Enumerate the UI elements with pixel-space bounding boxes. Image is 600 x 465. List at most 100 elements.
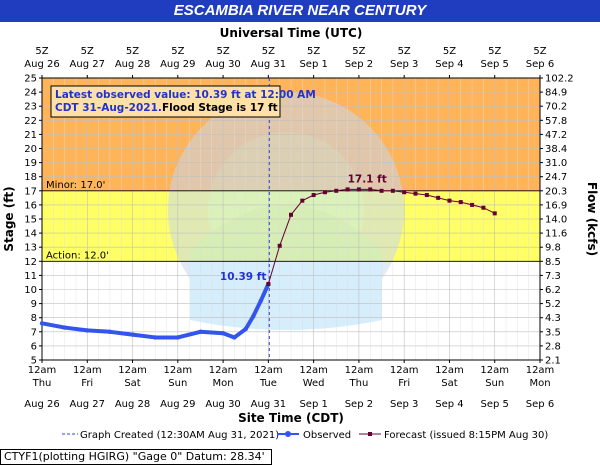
x-tick-site-date: Sep 5 [481, 399, 509, 410]
y-tick-label-left: 10 [24, 285, 37, 296]
x-tick-site-day: Sun [168, 378, 187, 389]
forecast-point [402, 190, 407, 195]
y-tick-label-right: 102.2 [545, 74, 574, 85]
legend-forecast-marker [368, 432, 372, 436]
x-tick-site-day: Tue [259, 378, 277, 389]
forecast-point [368, 187, 373, 192]
legend-observed-marker [285, 431, 291, 437]
y-tick-label-left: 14 [24, 229, 37, 240]
x-tick-utc-date: Aug 31 [251, 59, 286, 70]
y-tick-label-left: 9 [31, 299, 37, 310]
x-tick-utc-date: Aug 26 [24, 59, 59, 70]
x-tick-site-day: Sun [485, 378, 504, 389]
legend-observed-label: Observed [303, 430, 351, 441]
y-tick-label-left: 17 [24, 186, 37, 197]
y-axis-right-title: Flow (kcfs) [585, 182, 599, 256]
x-tick-utc-time: 5Z [171, 46, 184, 57]
x-axis-utc: 5Z Aug 26 5Z Aug 27 5Z Aug 28 5Z Aug 29 5Z Aug 30… [24, 46, 554, 78]
grid-lines [41, 77, 541, 361]
forecast-point [390, 188, 395, 193]
y-tick-label-left: 22 [24, 116, 37, 127]
legend-created-label: Graph Created (12:30AM Aug 31, 2021) [80, 430, 279, 441]
x-tick-site-time: 12am [164, 365, 193, 376]
x-tick-site-day: Sat [124, 378, 140, 389]
x-tick-site-time: 12am [390, 365, 419, 376]
x-tick-site-date: Aug 29 [160, 399, 195, 410]
x-tick-utc-date: Sep 5 [481, 59, 509, 70]
observed-point [243, 326, 248, 332]
y-tick-label-left: 18 [24, 172, 37, 183]
x-tick-site-date: Aug 26 [24, 399, 59, 410]
forecast-point [413, 191, 418, 196]
y-tick-label-left: 6 [31, 341, 37, 352]
x-tick-site-date: Sep 3 [390, 399, 418, 410]
info-box: Latest observed value: 10.39 ft at 12:00… [50, 85, 316, 118]
x-axis-site: 12am Thu Aug 26 12am Fri Aug 27 12am Sat Aug 28 1… [24, 360, 554, 410]
y-tick-label-right: 4.3 [545, 313, 561, 324]
x-tick-site-date: Sep 2 [345, 399, 373, 410]
x-tick-site-date: Sep 4 [435, 399, 463, 410]
x-tick-utc-time: 5Z [307, 46, 320, 57]
y-tick-label-right: 24.7 [545, 172, 567, 183]
y-tick-label-left: 20 [24, 144, 37, 155]
forecast-point [345, 187, 350, 192]
y-tick-label-left: 24 [24, 88, 37, 99]
y-tick-label-right: 2.1 [545, 356, 561, 367]
y-tick-label-left: 13 [24, 243, 37, 254]
x-tick-utc-time: 5Z [126, 46, 139, 57]
x-tick-site-time: 12am [118, 365, 147, 376]
x-tick-site-time: 12am [73, 365, 102, 376]
x-tick-site-date: Aug 31 [251, 399, 286, 410]
y-tick-label-right: 70.2 [545, 102, 567, 113]
y-tick-label-right: 38.4 [545, 144, 567, 155]
y-tick-label-left: 16 [24, 200, 37, 211]
x-tick-site-time: 12am [345, 365, 374, 376]
x-tick-site-day: Fri [81, 378, 93, 389]
y-tick-label-left: 25 [24, 74, 37, 85]
info-observed-line1: Latest observed value: 10.39 ft at 12:00… [55, 89, 316, 101]
y-tick-label-right: 31.0 [545, 158, 567, 169]
y-tick-label-right: 84.9 [545, 88, 567, 99]
y-tick-label-right: 7.3 [545, 271, 561, 282]
x-tick-utc-time: 5Z [443, 46, 456, 57]
y-tick-label-right: 20.3 [545, 186, 567, 197]
observed-point [107, 329, 113, 334]
x-tick-site-time: 12am [480, 365, 509, 376]
x-tick-site-day: Wed [303, 378, 325, 389]
x-tick-utc-date: Aug 28 [115, 59, 150, 70]
forecast-point [379, 188, 384, 193]
forecast-point [481, 205, 486, 210]
y-tick-label-left: 5 [31, 356, 37, 367]
footer-datum: CTYF1(plotting HGIRG) "Gage 0" Datum: 28… [0, 449, 272, 465]
x-tick-site-date: Sep 6 [526, 399, 554, 410]
x-tick-site-day: Sat [441, 378, 457, 389]
forecast-point [289, 212, 293, 217]
forecast-crest-label: 17.1 ft [348, 173, 387, 185]
info-observed-line2: CDT 31-Aug-2021. [55, 102, 162, 114]
y-tick-label-right: 57.8 [545, 116, 567, 127]
x-tick-site-time: 12am [526, 365, 555, 376]
forecast-point [300, 198, 305, 203]
x-tick-site-time: 12am [435, 365, 464, 376]
x-tick-site-day: Thu [349, 378, 369, 389]
y-tick-label-right: 47.2 [545, 130, 567, 141]
observed-point [130, 332, 135, 337]
forecast-point [492, 211, 497, 216]
x-tick-utc-date: Sep 4 [435, 59, 463, 70]
forecast-point [436, 195, 441, 200]
forecast-point [356, 187, 361, 192]
x-tick-utc-date: Aug 29 [160, 59, 195, 70]
x-tick-site-date: Aug 27 [70, 399, 105, 410]
x-tick-utc-time: 5Z [352, 46, 365, 57]
x-tick-utc-time: 5Z [488, 46, 501, 57]
forecast-series [266, 187, 497, 287]
observed-point [62, 325, 67, 330]
y-tick-label-left: 23 [24, 102, 37, 113]
forecast-point [311, 193, 316, 198]
observed-point [175, 335, 181, 340]
utc-axis-title: Universal Time (UTC) [220, 26, 363, 40]
y-tick-label-left: 21 [24, 130, 37, 141]
x-tick-site-day: Mon [529, 378, 550, 389]
